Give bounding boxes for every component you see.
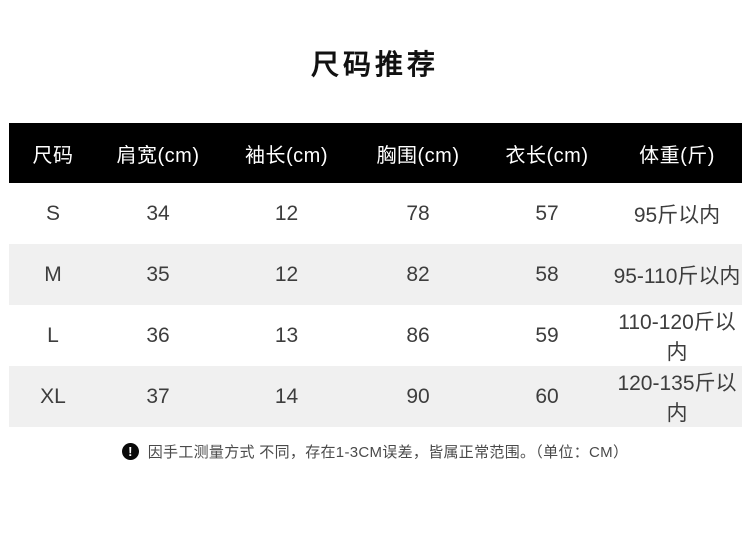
garment-length-cell: 58	[482, 244, 612, 305]
table-row-m: M 35 12 82 58 95-110斤以内	[9, 244, 742, 305]
measurement-note: ! 因手工测量方式 不同，存在1-3CM误差，皆属正常范围。（单位：CM）	[0, 441, 750, 461]
header-cell-weight: 体重(斤)	[612, 123, 742, 183]
garment-length-cell: 57	[535, 201, 559, 225]
size-table: 尺码 肩宽(cm) 袖长(cm) 胸围(cm) 衣长(cm) 体重(斤) S 3…	[9, 123, 742, 427]
size-table-body: S 34 12 78 57 95斤以内 M 35 12 82 58 95-110…	[9, 183, 742, 427]
note-text: 因手工测量方式 不同，存在1-3CM误差，皆属正常范围。（单位：CM）	[147, 443, 629, 461]
sleeve-length-cell: 13	[274, 323, 299, 347]
header-cell-garment-length: 衣长(cm)	[482, 123, 612, 183]
bust-cell: 90	[354, 366, 482, 427]
shoulder-width-cell: 35	[97, 244, 219, 305]
sleeve-length-cell: 12	[274, 201, 299, 225]
header-cell-size: 尺码	[9, 123, 97, 183]
header-cell-sleeve-length: 袖长(cm)	[219, 123, 354, 183]
garment-length-cell: 60	[482, 366, 612, 427]
size-cell: S	[45, 201, 60, 225]
table-row-s: S 34 12 78 57 95斤以内	[9, 183, 742, 244]
table-row-xl: XL 37 14 90 60 120-135斤以内	[9, 366, 742, 427]
table-row-l: L 36 13 86 59 110-120斤以内	[9, 305, 742, 366]
size-cell: XL	[9, 366, 97, 427]
bust-cell: 86	[406, 323, 430, 347]
shoulder-width-cell: 34	[146, 201, 170, 225]
size-cell: M	[9, 244, 97, 305]
weight-range-cell: 120-135斤以内	[612, 366, 742, 427]
page-title: 尺码推荐	[310, 49, 439, 80]
weight-range-cell: 95-110斤以内	[612, 244, 742, 305]
size-cell: L	[47, 323, 59, 347]
exclamation-circle-icon: !	[121, 442, 139, 460]
weight-range-cell: 110-120斤以内	[618, 310, 736, 364]
weight-range-cell: 95斤以内	[633, 203, 721, 227]
shoulder-width-cell: 36	[146, 323, 170, 347]
size-table-header: 尺码 肩宽(cm) 袖长(cm) 胸围(cm) 衣长(cm) 体重(斤)	[9, 123, 742, 183]
header-cell-bust: 胸围(cm)	[354, 123, 482, 183]
sleeve-length-cell: 12	[219, 244, 354, 305]
header-cell-shoulder-width: 肩宽(cm)	[97, 123, 219, 183]
garment-length-cell: 59	[535, 323, 559, 347]
shoulder-width-cell: 37	[97, 366, 219, 427]
header-row: 尺码 肩宽(cm) 袖长(cm) 胸围(cm) 衣长(cm) 体重(斤)	[9, 123, 742, 183]
sleeve-length-cell: 14	[219, 366, 354, 427]
bust-cell: 78	[406, 201, 430, 225]
bust-cell: 82	[354, 244, 482, 305]
